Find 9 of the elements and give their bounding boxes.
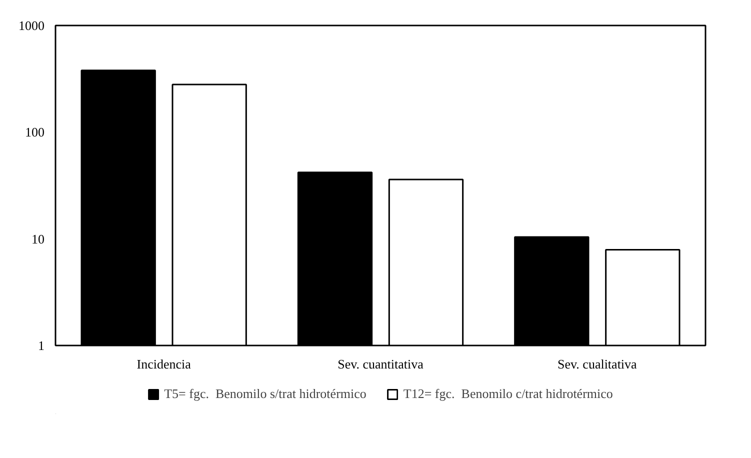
y-tick-label: 1000 — [18, 18, 44, 33]
y-tick-label: 10 — [32, 231, 44, 246]
x-tick-label: Incidencia — [136, 356, 192, 372]
y-tick-label: 1 — [38, 338, 44, 353]
legend-label: T5= fgc. Benomilo s/trat hidrotérmico — [164, 386, 366, 402]
legend-label: T12= fgc. Benomilo c/trat hidrotérmico — [403, 386, 613, 402]
y-tick-label: 100 — [25, 124, 44, 140]
x-tick-label: Sev. cualitativa — [558, 356, 638, 372]
x-tick-label: Sev. cuantitativa — [338, 356, 424, 372]
